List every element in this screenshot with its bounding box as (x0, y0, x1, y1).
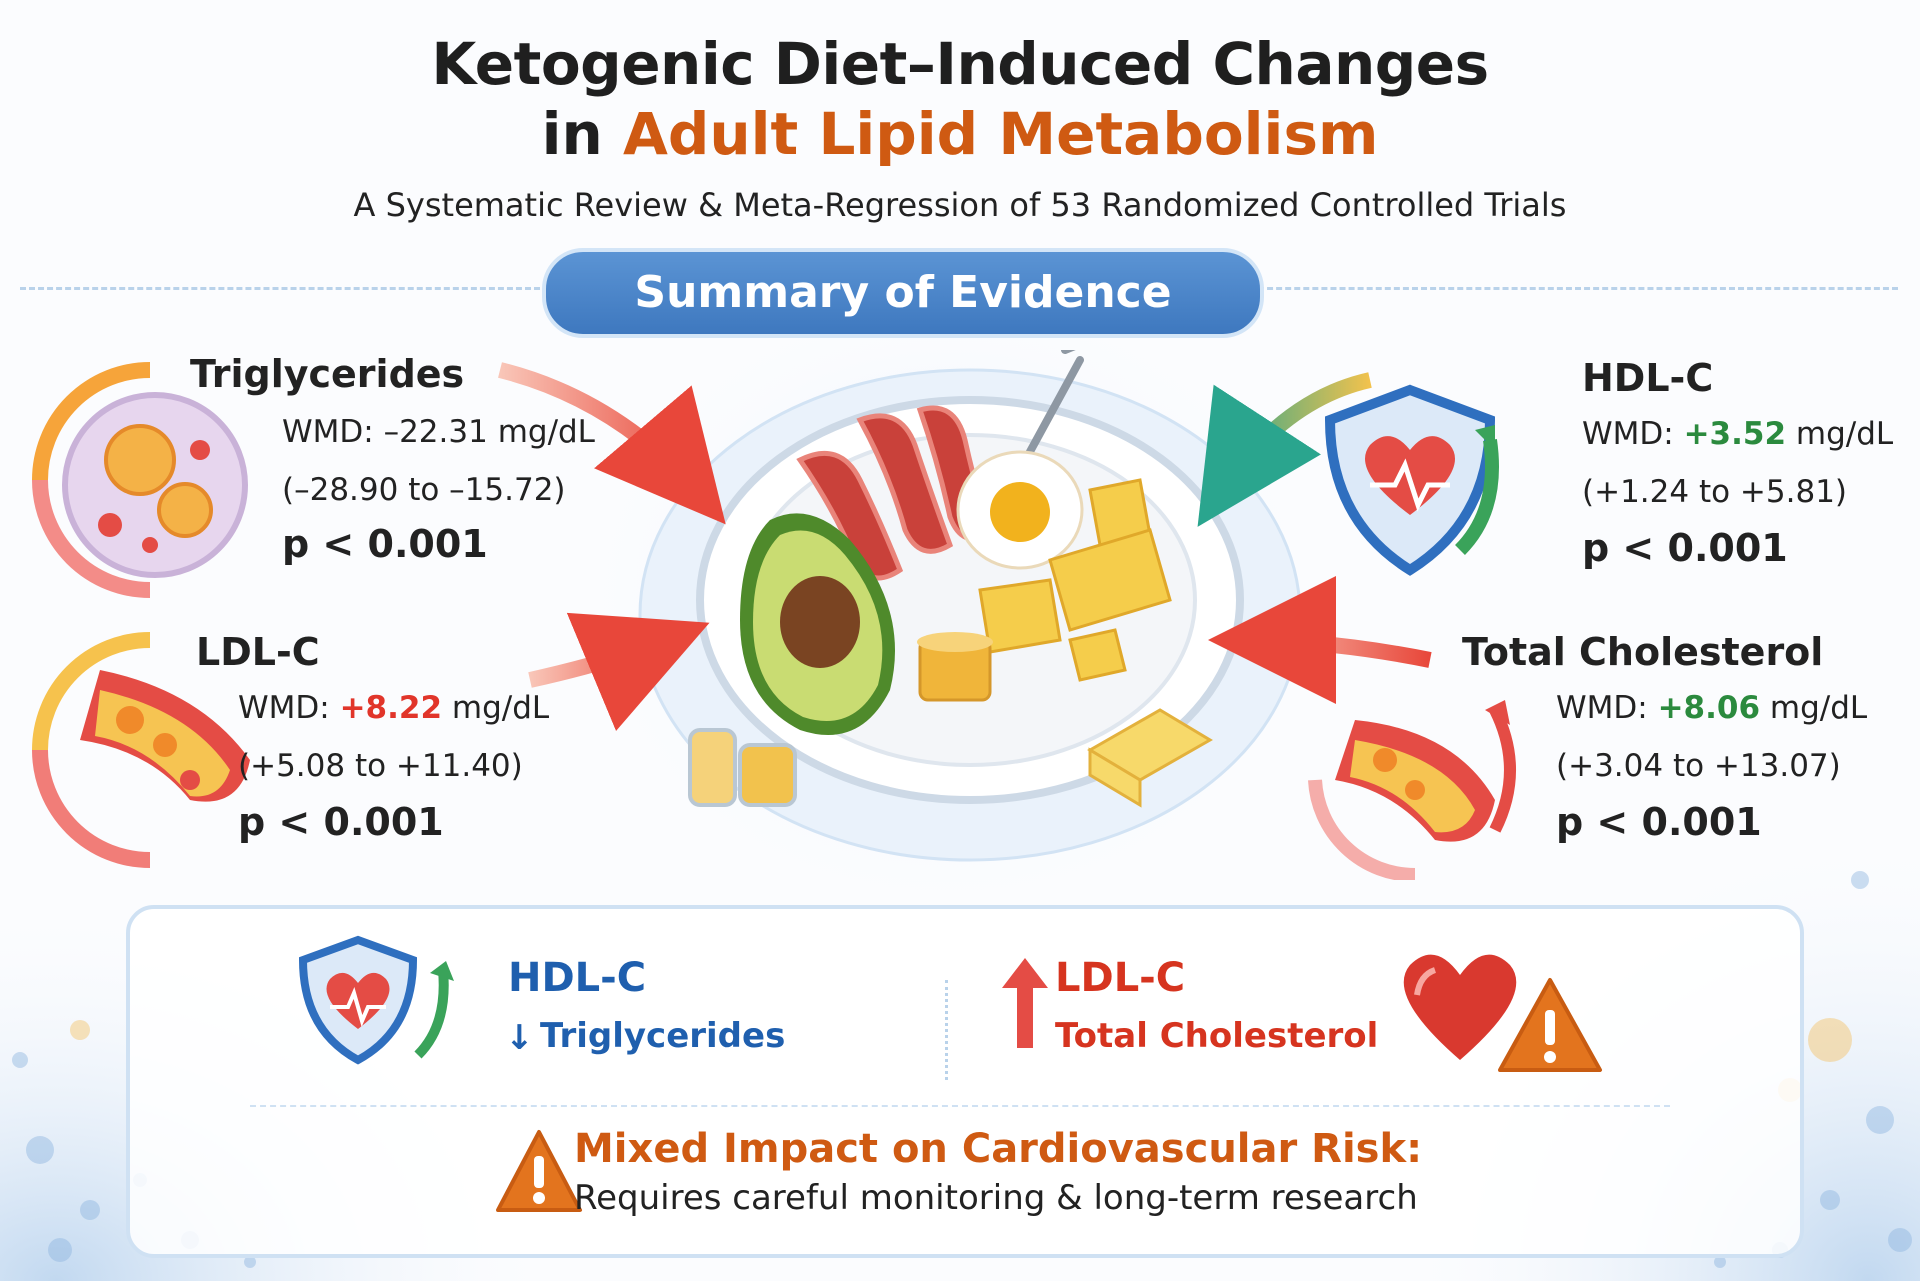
metric-wmd-ldl: WMD: +8.22 mg/dL (238, 690, 550, 726)
down-arrow-icon: ↓ (505, 1018, 534, 1058)
summary-divider (945, 980, 948, 1080)
summary-triglycerides-label: Triglycerides (540, 1016, 786, 1056)
panel-divider (250, 1105, 1670, 1107)
arrow-ldl (528, 612, 710, 731)
metric-p-hdl: p < 0.001 (1582, 526, 1788, 570)
artery-icon (32, 632, 250, 868)
title-highlight: Adult Lipid Metabolism (622, 100, 1379, 168)
section-label: Summary of Evidence (542, 248, 1264, 338)
shield-heart-icon-summary (298, 935, 454, 1065)
risk-subtitle: Requires careful monitoring & long-term … (574, 1178, 1418, 1218)
page-title: Ketogenic Diet–Induced Changes (431, 30, 1489, 98)
metric-ci-total-chol: (+3.04 to +13.07) (1556, 748, 1841, 784)
section-divider-right (1258, 287, 1898, 290)
metric-p-triglycerides: p < 0.001 (282, 522, 488, 566)
artery-icon-total-chol (1308, 700, 1516, 880)
metric-ci-triglycerides: (–28.90 to –15.72) (282, 472, 566, 508)
metric-p-ldl: p < 0.001 (238, 800, 444, 844)
metric-p-total-chol: p < 0.001 (1556, 800, 1762, 844)
arrow-total-chol (1208, 576, 1432, 705)
warning-icon (1498, 978, 1602, 1072)
page-subtitle: A Systematic Review & Meta-Regression of… (353, 186, 1567, 224)
metric-wmd-triglycerides: WMD: –22.31 mg/dL (282, 414, 595, 450)
section-divider-left (20, 287, 540, 290)
cell-icon (32, 362, 248, 598)
title-prefix: in (541, 100, 603, 168)
summary-total-chol-label: Total Cholesterol (1055, 1016, 1379, 1056)
page-title-line2: in Adult Lipid Metabolism (0, 100, 1920, 168)
summary-hdl-label: HDL-C (508, 955, 647, 1001)
shield-heart-icon (1324, 384, 1499, 576)
metric-title-ldl: LDL-C (196, 630, 320, 674)
metric-wmd-hdl: WMD: +3.52 mg/dL (1582, 416, 1894, 452)
metric-wmd-total-chol: WMD: +8.06 mg/dL (1556, 690, 1868, 726)
summary-ldl-label: LDL-C (1055, 955, 1186, 1001)
oil-bottle-icon (688, 728, 797, 807)
heart-icon (1403, 954, 1517, 1060)
metric-ci-hdl: (+1.24 to +5.81) (1582, 474, 1848, 510)
risk-title: Mixed Impact on Cardiovascular Risk: (574, 1126, 1423, 1172)
arrow-triglycerides (498, 362, 726, 525)
warning-icon-risk (496, 1130, 582, 1212)
metric-title-total-chol: Total Cholesterol (1462, 630, 1824, 674)
up-arrow-icon (1002, 958, 1048, 1048)
metric-title-hdl: HDL-C (1582, 356, 1714, 400)
arrow-hdl (1197, 372, 1372, 527)
plate-food-icon (638, 350, 1302, 862)
metric-title-triglycerides: Triglycerides (190, 352, 465, 396)
metric-ci-ldl: (+5.08 to +11.40) (238, 748, 523, 784)
